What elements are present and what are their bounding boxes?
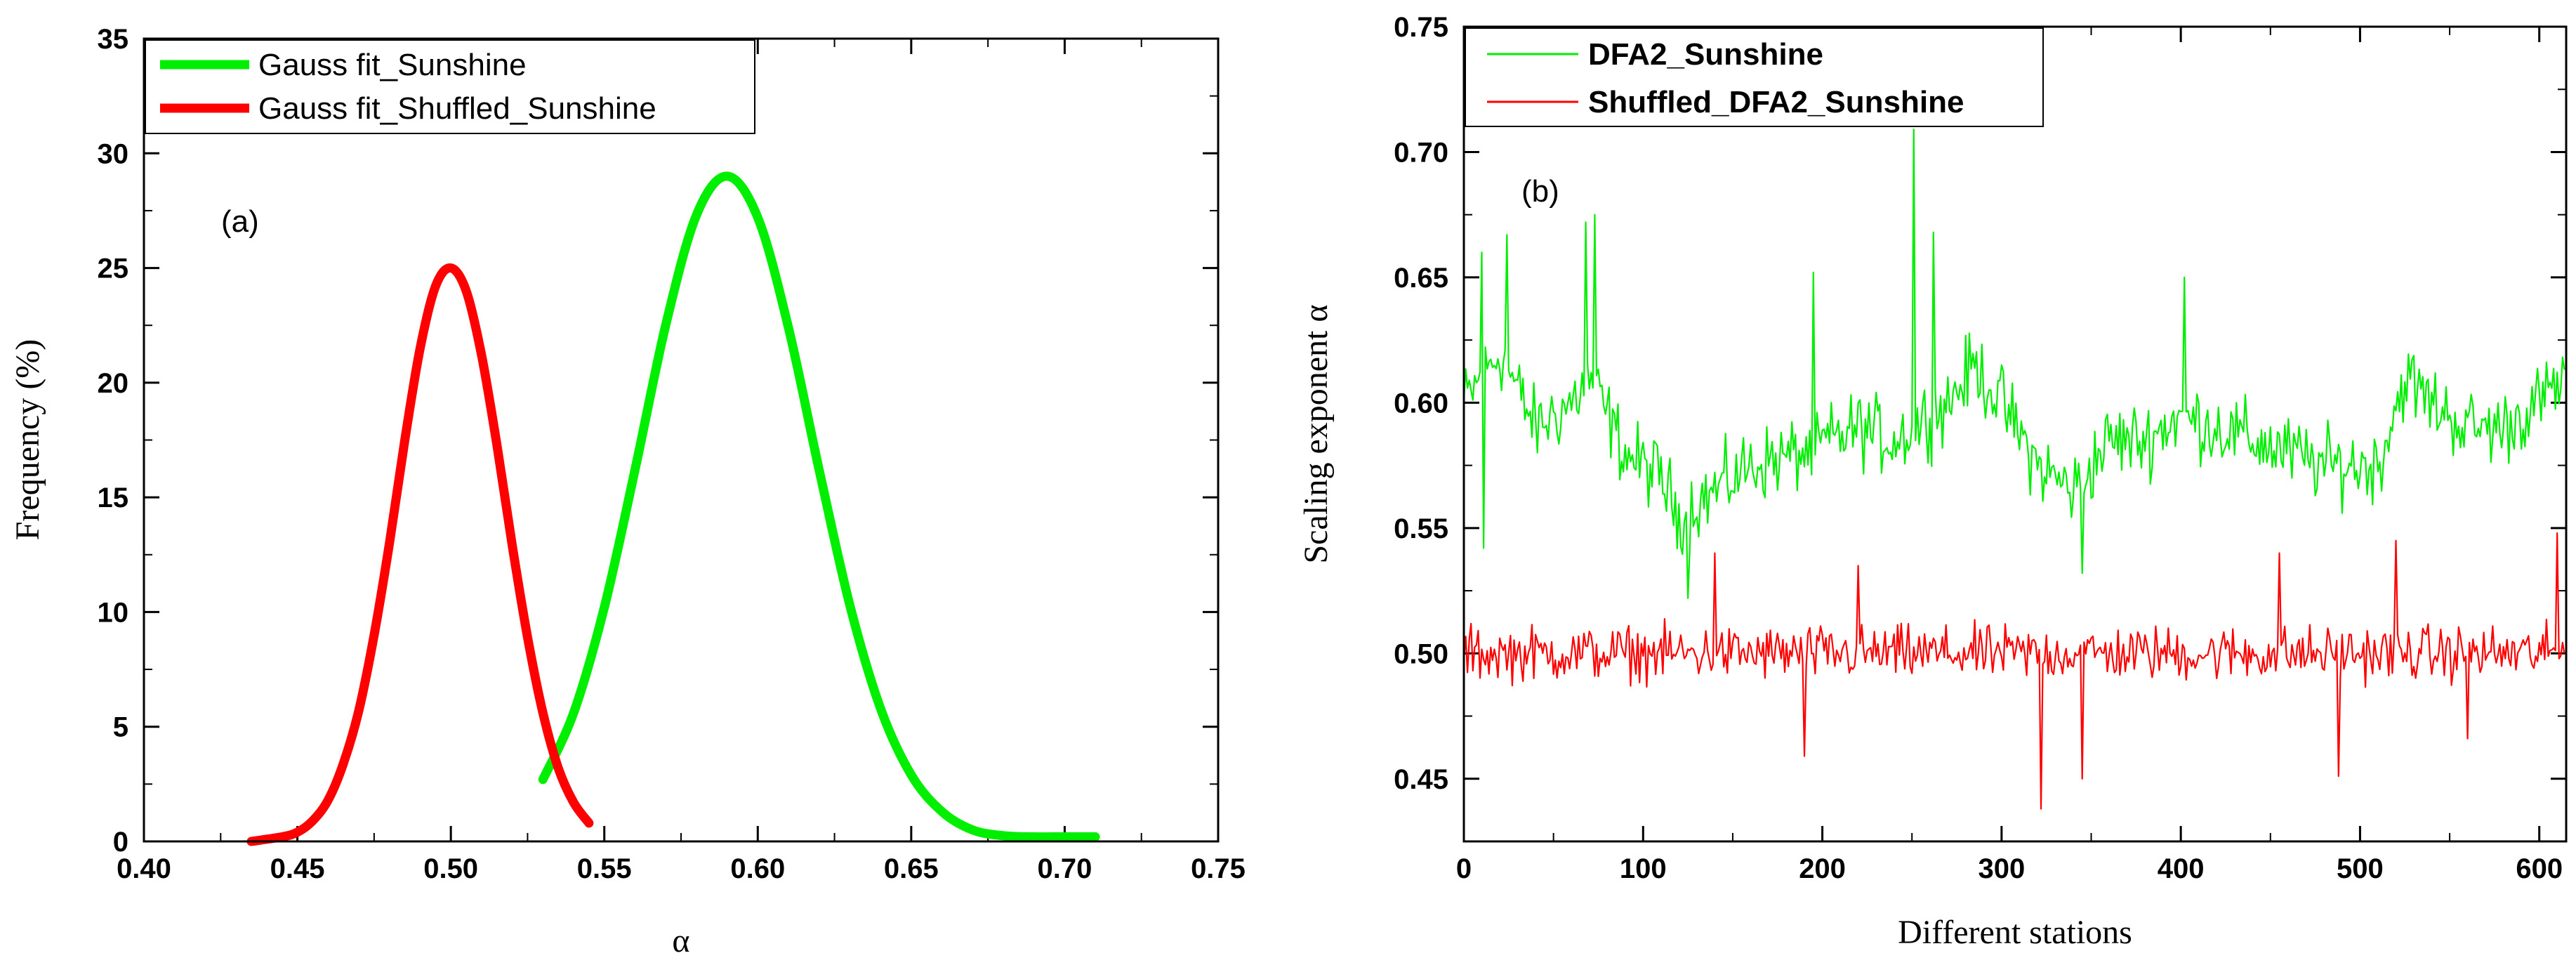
panel-a-x-axis-title: α	[672, 922, 689, 958]
panel-b-series	[1462, 129, 2565, 810]
panel-a-chart: 0.40 0.45 0.50 0.55 0.60 0.65 0.70 0.75 0 5 10 15 20…	[9, 24, 1246, 958]
panel-b-y-tick-label: 0.55	[1394, 513, 1448, 544]
panel-a-x-tick-label: 0.40	[117, 853, 171, 884]
panel-a-y-tick-label: 10	[98, 597, 129, 628]
legend-label-gauss-sunshine: Gauss fit_Sunshine	[258, 48, 527, 82]
panel-b-y-tick-label: 0.45	[1394, 764, 1448, 795]
panel-b-chart: 0 100 200 300 400 500 600 0.45 0.50 0.55 0.60 0.65 0…	[1297, 12, 2568, 951]
panel-a-tick-labels: 0.40 0.45 0.50 0.55 0.60 0.65 0.70 0.75 0 5 10 15 20…	[98, 24, 1246, 884]
panel-a-legend-box	[145, 39, 755, 134]
panel-b-x-tick-label: 500	[2337, 853, 2384, 884]
panel-b-x-tick-label: 300	[1978, 853, 2025, 884]
panel-a-y-tick-label: 30	[98, 138, 129, 169]
panel-a-series	[246, 171, 1100, 846]
panel-a-legend: Gauss fit_Sunshine Gauss fit_Shuffled_Su…	[145, 39, 755, 134]
panel-b-y-tick-label: 0.75	[1394, 12, 1448, 43]
panel-b-tick-labels: 0 100 200 300 400 500 600 0.45 0.50 0.55 0.60 0.65 0…	[1394, 12, 2563, 884]
panel-b-legend: DFA2_Sunshine Shuffled_DFA2_Sunshine	[1465, 27, 2044, 127]
panel-a-y-tick-label: 15	[98, 483, 129, 513]
panel-b-legend-box	[1465, 27, 2044, 127]
panel-a-series-line-gauss-shuffled	[246, 263, 594, 846]
panel-b-x-tick-label: 0	[1456, 853, 1472, 884]
panel-a-y-tick-label: 25	[98, 254, 129, 284]
panel-b-x-axis-title: Different stations	[1898, 914, 2132, 951]
legend-label-gauss-shuffled: Gauss fit_Shuffled_Sunshine	[258, 91, 656, 126]
panel-b-y-tick-label: 0.70	[1394, 137, 1448, 168]
panel-a-x-tick-label: 0.75	[1191, 853, 1246, 884]
panel-a-ticks	[143, 37, 1220, 843]
panel-a-x-tick-label: 0.65	[884, 853, 939, 884]
panel-a-plot-frame	[143, 37, 1220, 843]
panel-a-x-tick-label: 0.50	[423, 853, 478, 884]
panel-b-y-tick-label: 0.60	[1394, 388, 1448, 419]
panel-a-x-tick-label: 0.60	[730, 853, 785, 884]
panel-b-y-axis-title: Scaling exponent α	[1297, 304, 1335, 563]
legend-label-shuffled-dfa2: Shuffled_DFA2_Sunshine	[1588, 85, 1964, 119]
panel-b-label: (b)	[1521, 174, 1559, 209]
panel-b-y-tick-label: 0.50	[1394, 638, 1448, 669]
panel-a-y-tick-label: 0	[113, 827, 128, 858]
panel-b-x-tick-label: 600	[2516, 853, 2563, 884]
panel-b-x-tick-label: 200	[1799, 853, 1846, 884]
panel-a-x-tick-label: 0.55	[577, 853, 632, 884]
panel-a-y-tick-label: 5	[113, 712, 128, 743]
panel-b-y-tick-label: 0.65	[1394, 263, 1448, 294]
panel-b-x-tick-label: 400	[2158, 853, 2205, 884]
legend-label-dfa2-sunshine: DFA2_Sunshine	[1588, 37, 1823, 72]
panel-b-series-line-shuffled-dfa2	[1462, 532, 2565, 810]
panel-a-x-tick-label: 0.45	[270, 853, 325, 884]
panel-a-y-tick-label: 35	[98, 24, 129, 55]
panel-a-label: (a)	[221, 204, 259, 239]
panel-a-series-line-gauss-sunshine	[538, 171, 1100, 842]
panel-b-series-line-dfa2-sunshine	[1462, 129, 2565, 599]
panel-b-plot-frame	[1462, 25, 2568, 843]
panel-a-y-tick-label: 20	[98, 368, 129, 399]
panel-a-x-tick-label: 0.70	[1037, 853, 1092, 884]
panel-b-x-tick-label: 100	[1620, 853, 1667, 884]
panel-a-y-axis-title: Frequency (%)	[9, 339, 46, 541]
